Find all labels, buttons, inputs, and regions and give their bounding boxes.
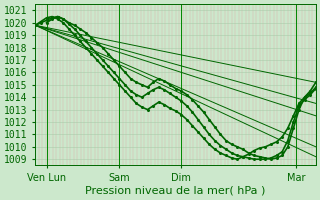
X-axis label: Pression niveau de la mer( hPa ): Pression niveau de la mer( hPa ): [85, 186, 266, 196]
